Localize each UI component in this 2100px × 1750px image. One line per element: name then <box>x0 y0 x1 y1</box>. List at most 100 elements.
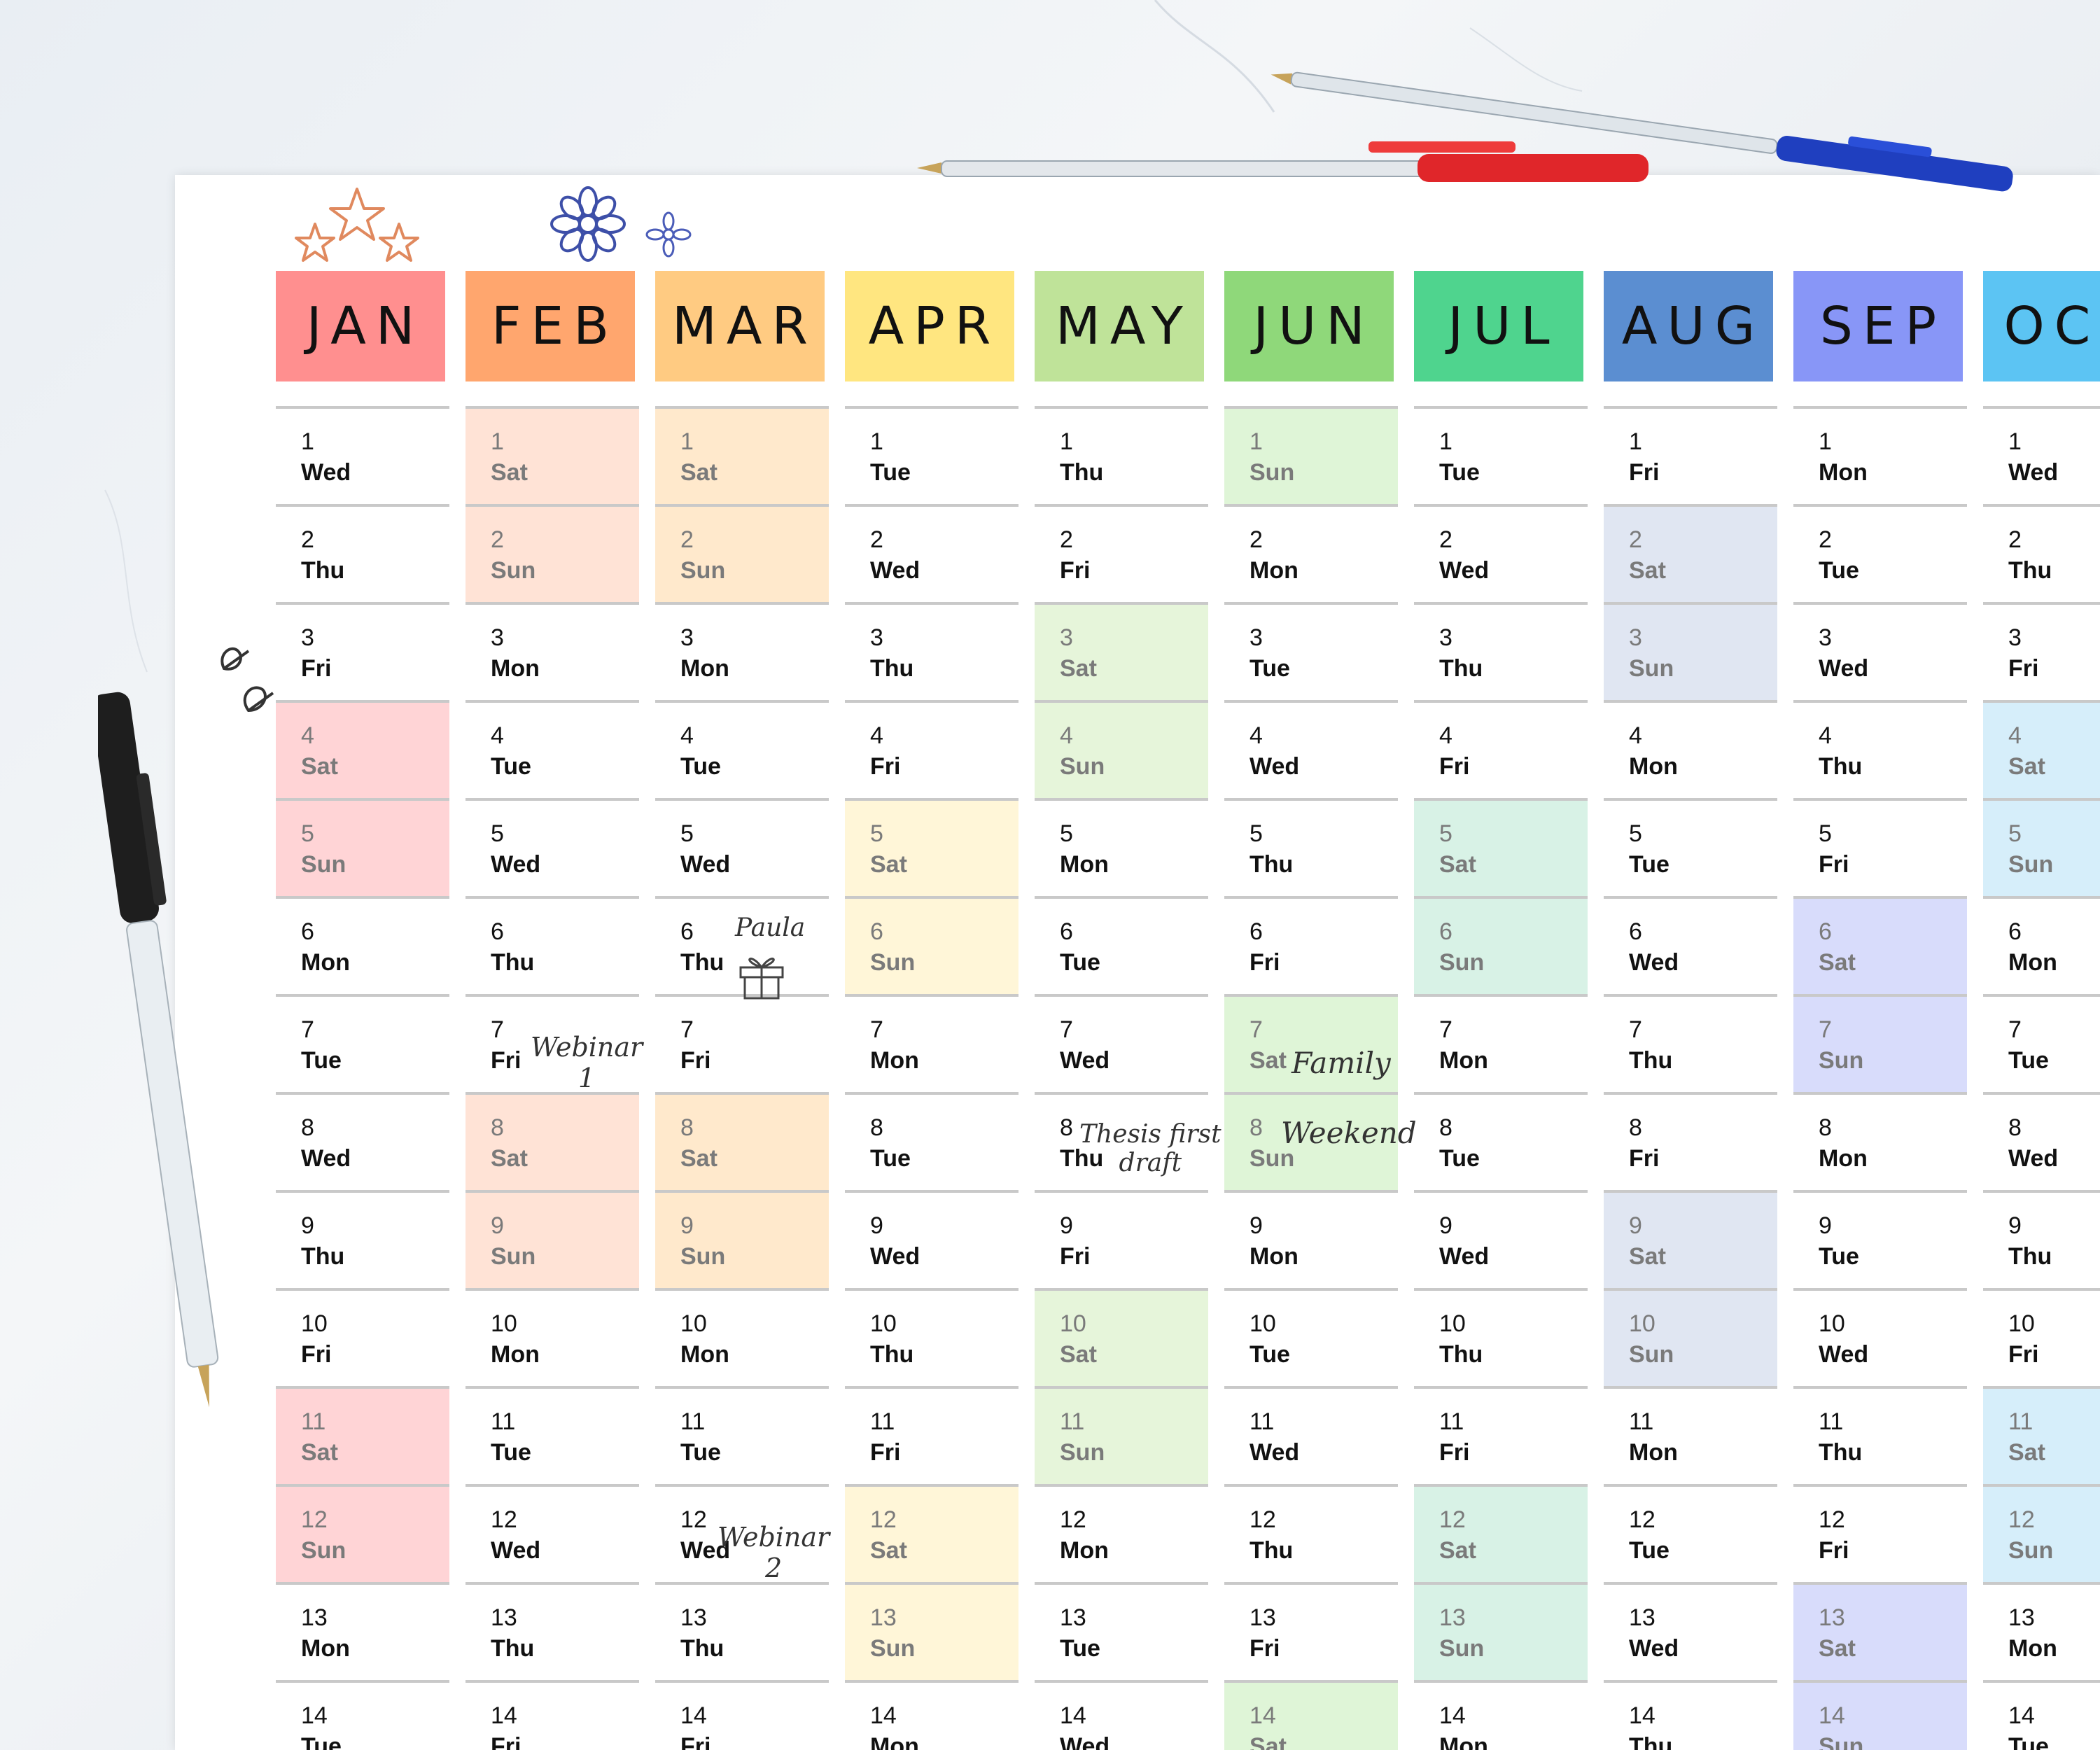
day-cell[interactable]: 6 Tue <box>1035 896 1208 994</box>
day-cell[interactable]: 11 Thu <box>1793 1386 1967 1484</box>
day-cell[interactable]: 14 Mon <box>845 1680 1018 1750</box>
day-cell[interactable]: 4 Fri <box>845 700 1018 798</box>
day-cell[interactable]: 14 Wed <box>1035 1680 1208 1750</box>
day-cell[interactable]: 14 Fri <box>465 1680 639 1750</box>
day-cell[interactable]: 7 Tue <box>276 994 449 1092</box>
day-cell[interactable]: 10 Fri <box>276 1288 449 1386</box>
day-cell[interactable]: 3 Tue <box>1224 602 1398 700</box>
day-cell[interactable]: 14 Tue <box>276 1680 449 1750</box>
day-cell[interactable]: 14 Sun <box>1793 1680 1967 1750</box>
day-cell[interactable]: 9 Fri <box>1035 1190 1208 1288</box>
day-cell[interactable]: 2 Sun <box>465 504 639 602</box>
day-cell[interactable]: 12 Sat <box>1414 1484 1588 1582</box>
day-cell[interactable]: 1 Wed <box>1983 406 2100 504</box>
day-cell[interactable]: 13 Mon <box>1983 1582 2100 1680</box>
day-cell[interactable]: 14 Thu <box>1604 1680 1777 1750</box>
day-cell[interactable]: 6 Sun <box>1414 896 1588 994</box>
day-cell[interactable]: 2 Fri <box>1035 504 1208 602</box>
day-cell[interactable]: 8 Mon <box>1793 1092 1967 1190</box>
day-cell[interactable]: 3 Mon <box>655 602 829 700</box>
day-cell[interactable]: 2 Tue <box>1793 504 1967 602</box>
day-cell[interactable]: 1 Sat <box>655 406 829 504</box>
day-cell[interactable]: 1 Tue <box>845 406 1018 504</box>
day-cell[interactable]: 6 Mon <box>1983 896 2100 994</box>
day-cell[interactable]: 7 Mon <box>845 994 1018 1092</box>
day-cell[interactable]: 4 Thu <box>1793 700 1967 798</box>
day-cell[interactable]: 7 Sun <box>1793 994 1967 1092</box>
day-cell[interactable]: 7 Tue <box>1983 994 2100 1092</box>
day-cell[interactable]: 8 Sat <box>655 1092 829 1190</box>
day-cell[interactable]: 5 Sun <box>276 798 449 896</box>
day-cell[interactable]: 11 Sun <box>1035 1386 1208 1484</box>
day-cell[interactable]: 11 Tue <box>655 1386 829 1484</box>
day-cell[interactable]: 8 Sun <box>1224 1092 1398 1190</box>
day-cell[interactable]: 10 Mon <box>655 1288 829 1386</box>
day-cell[interactable]: 5 Wed <box>655 798 829 896</box>
day-cell[interactable]: 13 Tue <box>1035 1582 1208 1680</box>
day-cell[interactable]: 6 Thu <box>465 896 639 994</box>
day-cell[interactable]: 11 Tue <box>465 1386 639 1484</box>
day-cell[interactable]: 8 Thu <box>1035 1092 1208 1190</box>
day-cell[interactable]: 1 Sat <box>465 406 639 504</box>
day-cell[interactable]: 12 Wed <box>655 1484 829 1582</box>
day-cell[interactable]: 2 Wed <box>845 504 1018 602</box>
day-cell[interactable]: 13 Sat <box>1793 1582 1967 1680</box>
day-cell[interactable]: 4 Mon <box>1604 700 1777 798</box>
day-cell[interactable]: 11 Sat <box>276 1386 449 1484</box>
day-cell[interactable]: 4 Fri <box>1414 700 1588 798</box>
day-cell[interactable]: 8 Wed <box>1983 1092 2100 1190</box>
day-cell[interactable]: 12 Sun <box>1983 1484 2100 1582</box>
day-cell[interactable]: 5 Fri <box>1793 798 1967 896</box>
day-cell[interactable]: 13 Wed <box>1604 1582 1777 1680</box>
day-cell[interactable]: 12 Wed <box>465 1484 639 1582</box>
day-cell[interactable]: 3 Fri <box>1983 602 2100 700</box>
day-cell[interactable]: 2 Thu <box>1983 504 2100 602</box>
day-cell[interactable]: 7 Sat <box>1224 994 1398 1092</box>
day-cell[interactable]: 10 Thu <box>1414 1288 1588 1386</box>
day-cell[interactable]: 9 Sun <box>465 1190 639 1288</box>
day-cell[interactable]: 9 Wed <box>845 1190 1018 1288</box>
day-cell[interactable]: 5 Mon <box>1035 798 1208 896</box>
day-cell[interactable]: 4 Wed <box>1224 700 1398 798</box>
day-cell[interactable]: 7 Thu <box>1604 994 1777 1092</box>
day-cell[interactable]: 11 Fri <box>1414 1386 1588 1484</box>
day-cell[interactable]: 13 Fri <box>1224 1582 1398 1680</box>
day-cell[interactable]: 13 Sun <box>1414 1582 1588 1680</box>
day-cell[interactable]: 3 Thu <box>845 602 1018 700</box>
day-cell[interactable]: 8 Tue <box>1414 1092 1588 1190</box>
day-cell[interactable]: 6 Sat <box>1793 896 1967 994</box>
day-cell[interactable]: 14 Mon <box>1414 1680 1588 1750</box>
day-cell[interactable]: 12 Thu <box>1224 1484 1398 1582</box>
day-cell[interactable]: 9 Wed <box>1414 1190 1588 1288</box>
day-cell[interactable]: 7 Mon <box>1414 994 1588 1092</box>
day-cell[interactable]: 10 Thu <box>845 1288 1018 1386</box>
day-cell[interactable]: 13 Thu <box>655 1582 829 1680</box>
day-cell[interactable]: 8 Wed <box>276 1092 449 1190</box>
day-cell[interactable]: 8 Tue <box>845 1092 1018 1190</box>
day-cell[interactable]: 9 Sun <box>655 1190 829 1288</box>
day-cell[interactable]: 10 Sat <box>1035 1288 1208 1386</box>
day-cell[interactable]: 3 Fri <box>276 602 449 700</box>
day-cell[interactable]: 10 Fri <box>1983 1288 2100 1386</box>
day-cell[interactable]: 2 Wed <box>1414 504 1588 602</box>
day-cell[interactable]: 14 Sat <box>1224 1680 1398 1750</box>
day-cell[interactable]: 2 Thu <box>276 504 449 602</box>
day-cell[interactable]: 7 Fri <box>465 994 639 1092</box>
day-cell[interactable]: 6 Sun <box>845 896 1018 994</box>
day-cell[interactable]: 10 Sun <box>1604 1288 1777 1386</box>
day-cell[interactable]: 3 Wed <box>1793 602 1967 700</box>
day-cell[interactable]: 6 Mon <box>276 896 449 994</box>
day-cell[interactable]: 9 Mon <box>1224 1190 1398 1288</box>
day-cell[interactable]: 14 Fri <box>655 1680 829 1750</box>
day-cell[interactable]: 10 Mon <box>465 1288 639 1386</box>
day-cell[interactable]: 10 Wed <box>1793 1288 1967 1386</box>
day-cell[interactable]: 9 Sat <box>1604 1190 1777 1288</box>
day-cell[interactable]: 6 Fri <box>1224 896 1398 994</box>
day-cell[interactable]: 3 Thu <box>1414 602 1588 700</box>
day-cell[interactable]: 3 Sat <box>1035 602 1208 700</box>
day-cell[interactable]: 4 Sat <box>276 700 449 798</box>
day-cell[interactable]: 4 Tue <box>655 700 829 798</box>
day-cell[interactable]: 5 Wed <box>465 798 639 896</box>
day-cell[interactable]: 9 Thu <box>1983 1190 2100 1288</box>
day-cell[interactable]: 5 Sat <box>1414 798 1588 896</box>
